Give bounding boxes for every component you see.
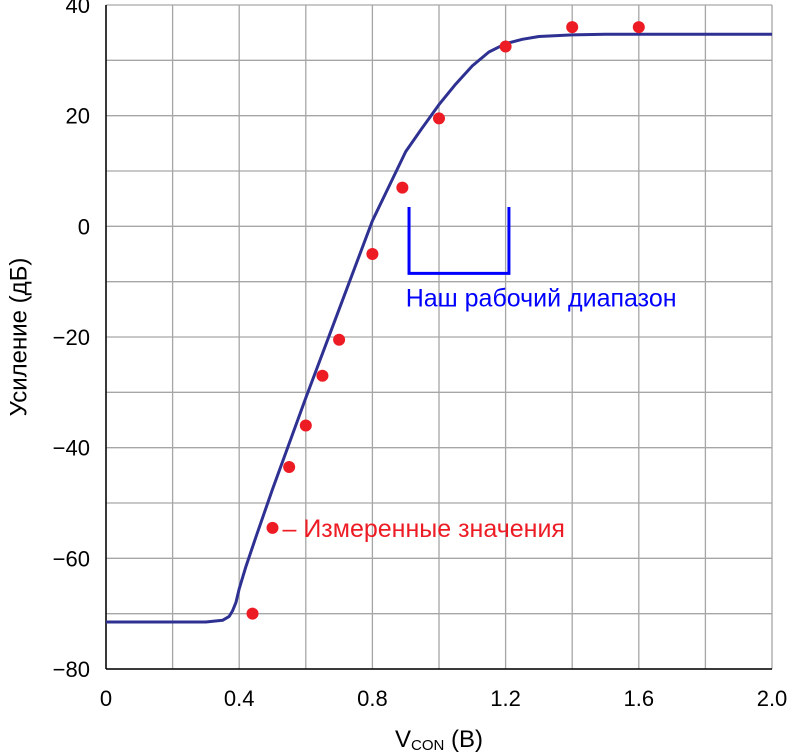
y-tick-label: −60: [53, 546, 90, 571]
y-tick-label: 20: [66, 104, 90, 129]
measured-point: [632, 21, 645, 34]
measured-point: [283, 461, 296, 474]
y-tick-label: −20: [53, 325, 90, 350]
axes: [105, 5, 772, 670]
series: [106, 21, 772, 624]
operating-range-label: Наш рабочий диапазон: [406, 285, 677, 313]
y-tick-label: −40: [53, 436, 90, 461]
y-tick-label: 0: [78, 214, 90, 239]
measured-point: [299, 419, 312, 432]
x-tick-label: 1.6: [624, 686, 655, 711]
operating-range-bracket: [407, 206, 511, 275]
annotations: Наш рабочий диапазон – Измеренные значени…: [266, 206, 677, 543]
x-tick-label: 1.2: [490, 686, 521, 711]
x-tick-label: 0: [100, 686, 112, 711]
y-tick-label: −80: [53, 657, 90, 682]
x-axis-label-main: V: [395, 726, 411, 753]
legend-measured-marker: [266, 521, 279, 534]
measured-point: [433, 112, 445, 125]
measured-point: [246, 607, 259, 620]
y-tick-label: 40: [66, 0, 90, 18]
measured-point: [396, 181, 409, 194]
measured-point: [366, 248, 379, 260]
measured-point: [333, 333, 346, 346]
x-axis-label-unit: (В): [444, 726, 483, 753]
legend-measured-label: – Измеренные значения: [282, 515, 564, 543]
x-axis-label: VCON (В): [395, 726, 483, 754]
measured-point: [566, 21, 579, 34]
x-axis-label-sub: CON: [411, 737, 444, 754]
y-axis-label: Усиление (дБ): [5, 258, 32, 417]
gain-curve: [106, 32, 772, 624]
x-tick-label: 2.0: [757, 686, 788, 711]
measured-point: [499, 40, 512, 53]
tick-labels: 0 0.4 0.8 1.2 1.6 2.0 −80 −60 −40 −20 0 20 40: [53, 0, 788, 711]
x-tick-label: 0.4: [224, 686, 255, 711]
measured-point: [316, 369, 329, 382]
x-tick-label: 0.8: [357, 686, 388, 711]
